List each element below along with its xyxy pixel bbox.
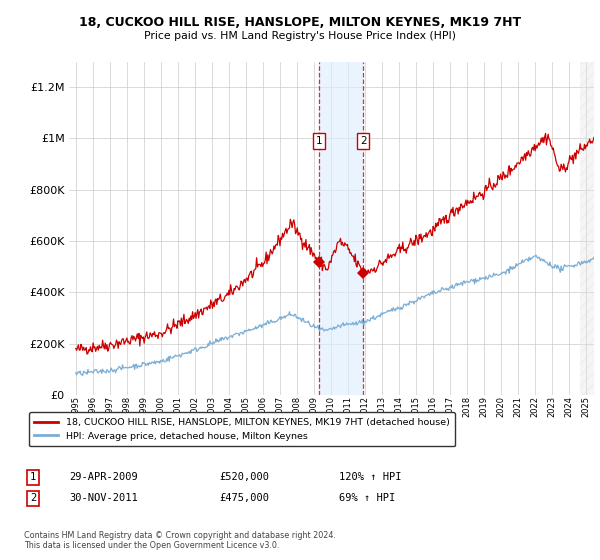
Text: 18, CUCKOO HILL RISE, HANSLOPE, MILTON KEYNES, MK19 7HT: 18, CUCKOO HILL RISE, HANSLOPE, MILTON K… bbox=[79, 16, 521, 29]
Text: £475,000: £475,000 bbox=[219, 493, 269, 503]
Text: Contains HM Land Registry data © Crown copyright and database right 2024.
This d: Contains HM Land Registry data © Crown c… bbox=[24, 531, 336, 550]
Text: 2: 2 bbox=[360, 136, 367, 146]
Legend: 18, CUCKOO HILL RISE, HANSLOPE, MILTON KEYNES, MK19 7HT (detached house), HPI: A: 18, CUCKOO HILL RISE, HANSLOPE, MILTON K… bbox=[29, 412, 455, 446]
Text: 29-APR-2009: 29-APR-2009 bbox=[69, 472, 138, 482]
Text: 30-NOV-2011: 30-NOV-2011 bbox=[69, 493, 138, 503]
Text: £520,000: £520,000 bbox=[219, 472, 269, 482]
Text: 1: 1 bbox=[316, 136, 323, 146]
Text: 2: 2 bbox=[30, 493, 36, 503]
Text: Price paid vs. HM Land Registry's House Price Index (HPI): Price paid vs. HM Land Registry's House … bbox=[144, 31, 456, 41]
Text: 1: 1 bbox=[30, 472, 36, 482]
Text: 69% ↑ HPI: 69% ↑ HPI bbox=[339, 493, 395, 503]
Text: 120% ↑ HPI: 120% ↑ HPI bbox=[339, 472, 401, 482]
Bar bbox=[580, 62, 596, 395]
Bar bbox=[319, 62, 363, 395]
